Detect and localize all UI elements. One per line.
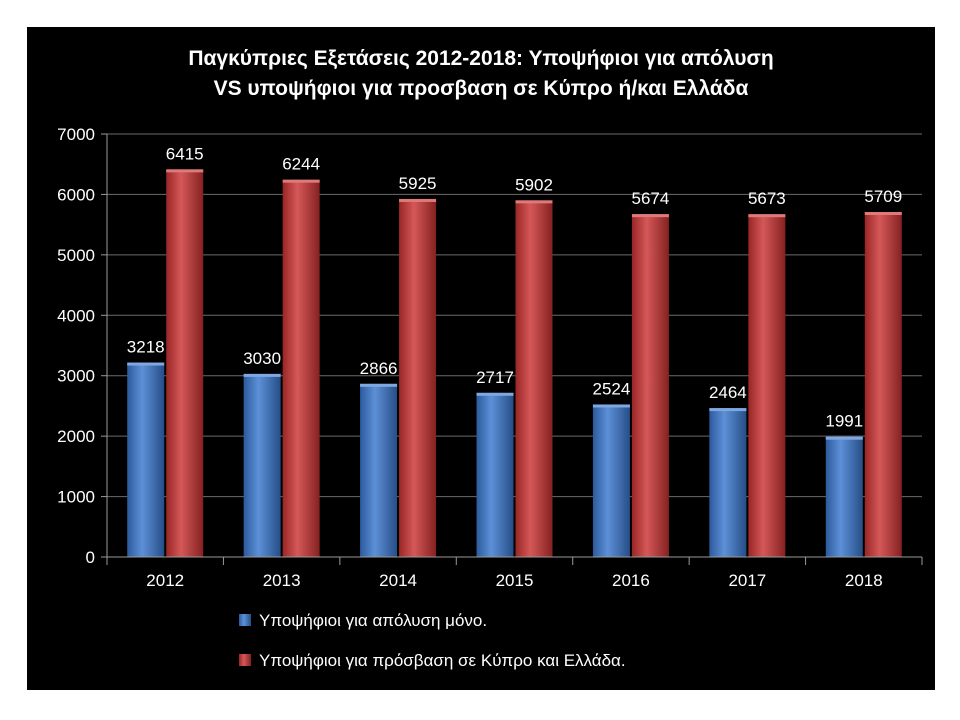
data-label: 3218: [127, 338, 165, 357]
bar-cap: [748, 214, 786, 218]
y-tick-label: 5000: [57, 246, 95, 265]
bar-apolysi-2013: [243, 373, 281, 557]
bar-prosvasi-2018: [864, 212, 902, 557]
x-tick-label: 2013: [263, 571, 301, 590]
x-tick-label: 2017: [728, 571, 766, 590]
bar-cap: [864, 212, 902, 216]
bar-cap: [282, 179, 320, 183]
bar-apolysi-2017: [709, 408, 747, 557]
data-label: 2717: [476, 368, 514, 387]
legend-label-2: Υποψήφιοι για πρόσβαση σε Κύπρο και Ελλά…: [259, 651, 626, 670]
data-label: 6415: [166, 144, 204, 163]
chart-panel: Παγκύπριες Εξετάσεις 2012-2018: Υποψήφιο…: [27, 27, 935, 690]
bar-prosvasi-2015: [515, 200, 553, 557]
bar-cap: [127, 362, 165, 366]
bar-cap: [592, 404, 630, 408]
x-tick-label: 2015: [496, 571, 534, 590]
bar-cap: [631, 214, 669, 218]
y-tick-label: 7000: [57, 125, 95, 144]
x-tick-label: 2014: [379, 571, 417, 590]
x-tick-label: 2018: [845, 571, 883, 590]
legend-swatch-1: [239, 614, 251, 626]
data-label: 3030: [243, 349, 281, 368]
bar-cap: [709, 408, 747, 412]
bar-apolysi-2018: [825, 436, 863, 557]
data-label: 5925: [399, 174, 437, 193]
bar-prosvasi-2016: [631, 214, 669, 557]
bar-cap: [360, 383, 398, 387]
data-label: 1991: [825, 412, 863, 431]
bar-cap: [166, 169, 204, 173]
chart-title-line-2: VS υποψήφιοι για προσβαση σε Κύπρο ή/και…: [214, 77, 749, 100]
y-tick-label: 0: [86, 548, 95, 567]
legend-swatch-2: [239, 654, 251, 666]
bar-apolysi-2016: [592, 404, 630, 557]
bar-cap: [825, 436, 863, 440]
bar-cap: [515, 200, 553, 204]
legend-label-1: Υποψήφιοι για απόλυση μόνο.: [259, 611, 487, 630]
data-label: 5673: [748, 189, 786, 208]
data-label: 5709: [864, 187, 902, 206]
chart-title-line-1: Παγκύπριες Εξετάσεις 2012-2018: Υποψήφιο…: [188, 47, 773, 70]
bar-prosvasi-2014: [399, 198, 437, 558]
bar-apolysi-2015: [476, 392, 514, 557]
bar-chart: Παγκύπριες Εξετάσεις 2012-2018: Υποψήφιο…: [57, 47, 923, 670]
data-label: 5674: [632, 189, 670, 208]
bar-apolysi-2014: [360, 383, 398, 557]
data-label: 2866: [360, 359, 398, 378]
bar-prosvasi-2013: [282, 179, 320, 557]
data-label: 2464: [709, 383, 747, 402]
y-tick-label: 6000: [57, 185, 95, 204]
bar-cap: [399, 198, 437, 202]
x-tick-label: 2016: [612, 571, 650, 590]
y-tick-label: 1000: [57, 488, 95, 507]
y-tick-label: 2000: [57, 427, 95, 446]
data-label: 6244: [282, 155, 320, 174]
data-label: 2524: [593, 379, 631, 398]
bar-apolysi-2012: [127, 362, 165, 557]
bar-prosvasi-2017: [748, 214, 786, 557]
x-tick-label: 2012: [146, 571, 184, 590]
bar-cap: [243, 373, 281, 377]
y-tick-label: 3000: [57, 367, 95, 386]
data-label: 5902: [515, 175, 553, 194]
bar-cap: [476, 392, 514, 396]
y-tick-label: 4000: [57, 306, 95, 325]
bar-prosvasi-2012: [166, 169, 204, 557]
